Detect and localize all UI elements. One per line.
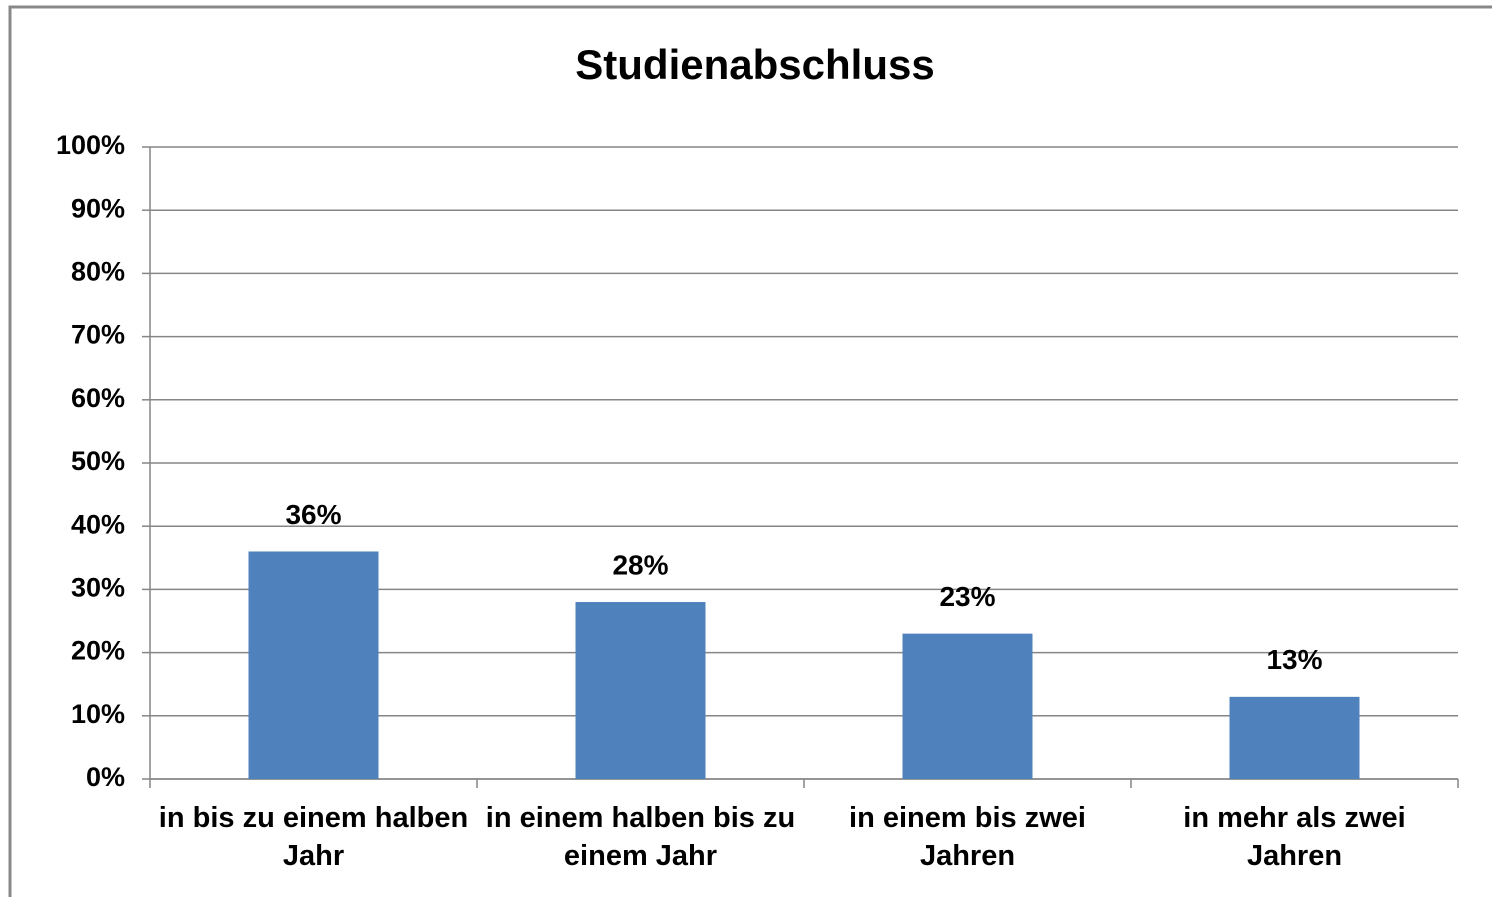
y-tick-label: 50% [71,446,125,476]
y-tick-label: 100% [56,130,125,160]
bar [248,551,379,779]
chart-title: Studienabschluss [575,41,934,88]
x-tick-label: in mehr als zwei Jahren [1183,802,1406,872]
bar [575,602,706,779]
y-tick-label: 20% [71,636,125,666]
y-tick-label: 60% [71,383,125,413]
data-label: 13% [1266,644,1322,675]
chart-frame [8,5,1492,897]
x-tick-label: in einem bis zwei Jahren [849,802,1086,872]
y-tick-label: 30% [71,573,125,603]
y-tick-label: 90% [71,193,125,223]
y-tick-label: 70% [71,320,125,350]
data-label: 28% [612,549,668,580]
bar [902,633,1033,779]
data-label: 36% [285,499,341,530]
bar [1229,696,1360,779]
x-tick-label: in bis zu einem halben Jahr [158,802,469,872]
y-tick-label: 10% [71,699,125,729]
data-label: 23% [939,581,995,612]
y-tick-label: 0% [86,762,125,792]
y-tick-label: 80% [71,257,125,287]
x-tick-label: in einem halben bis zu einem Jahr [485,802,796,872]
y-tick-label: 40% [71,509,125,539]
